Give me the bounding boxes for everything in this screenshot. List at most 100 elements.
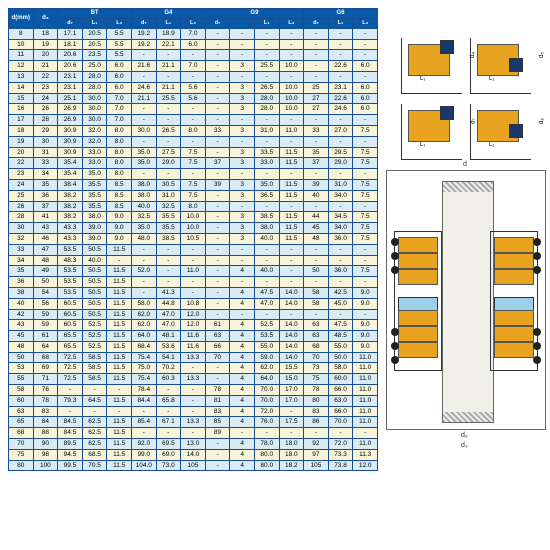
cell: 105: [181, 460, 206, 471]
cell: 35: [9, 266, 34, 277]
cell: -: [254, 71, 279, 82]
cell: 80: [304, 395, 329, 406]
cell: -: [353, 277, 378, 288]
cell: -: [205, 201, 230, 212]
cell: 53.5: [58, 266, 83, 277]
cell: -: [279, 115, 304, 126]
cell: 35.0: [82, 169, 107, 180]
cell: 50.5: [82, 309, 107, 320]
cell: 41.3: [156, 287, 181, 298]
cell: 3: [230, 82, 255, 93]
cell: -: [279, 255, 304, 266]
cell: 85.4: [131, 417, 156, 428]
cell: 35.4: [58, 158, 83, 169]
cell: -: [131, 136, 156, 147]
cell: -: [254, 136, 279, 147]
cell: 30.9: [58, 136, 83, 147]
table-row: 182930.932.08.030.026.58.033331.011.0332…: [9, 125, 378, 136]
cell: 9.0: [353, 341, 378, 352]
cell: 50.5: [82, 266, 107, 277]
cell: 7.5: [181, 190, 206, 201]
cell: -: [279, 71, 304, 82]
cell: 43.3: [58, 233, 83, 244]
cell: -: [156, 244, 181, 255]
cell: 21.1: [156, 82, 181, 93]
cell: 33.0: [82, 158, 107, 169]
sub-col: L₃: [353, 19, 378, 29]
cell: -: [205, 460, 230, 471]
cell: -: [205, 363, 230, 374]
cell: 75.4: [131, 374, 156, 385]
cell: 15: [9, 93, 34, 104]
cell: 47: [33, 244, 58, 255]
cell: -: [230, 115, 255, 126]
cell: 11.5: [107, 266, 132, 277]
cell: 55.0: [254, 341, 279, 352]
cell: -: [156, 115, 181, 126]
table-row: 486465.552.511.568.453.611.666455.014.06…: [9, 341, 378, 352]
cell: 26: [9, 201, 34, 212]
cell: 11.0: [353, 395, 378, 406]
cell: 52.5: [254, 320, 279, 331]
cell: 68: [9, 428, 34, 439]
cell: 6.0: [353, 82, 378, 93]
cell: -: [254, 169, 279, 180]
cell: 12.0: [353, 460, 378, 471]
cell: 20: [9, 147, 34, 158]
cell: 38.5: [254, 212, 279, 223]
cell: 23.1: [58, 82, 83, 93]
cell: 99.5: [58, 460, 83, 471]
cell: 3: [230, 233, 255, 244]
cell: 7.5: [353, 158, 378, 169]
cell: -: [205, 212, 230, 223]
cell: -: [304, 309, 329, 320]
cell: 3: [230, 190, 255, 201]
cell: 13.3: [181, 417, 206, 428]
cell: 11.0: [353, 439, 378, 450]
cell: 11.5: [279, 233, 304, 244]
cell: 11.0: [353, 352, 378, 363]
cell: 17.5: [279, 417, 304, 428]
cell: -: [205, 439, 230, 450]
cell: 34.5: [328, 212, 353, 223]
cell: 73.0: [156, 460, 181, 471]
cell: 22: [33, 71, 58, 82]
dimension-table-container: d(mm) d₃ BT G4 G9 G6 d₇L₁L₃d₇L₁L₃d₇L₁L₃d…: [8, 8, 378, 542]
cell: 84: [33, 417, 58, 428]
cell: 33.0: [82, 147, 107, 158]
cell: 16: [9, 104, 34, 115]
cell: 78: [304, 385, 329, 396]
cell: 39.0: [82, 233, 107, 244]
cell: -: [131, 115, 156, 126]
cell: 50.0: [328, 352, 353, 363]
cell: 22.1: [156, 39, 181, 50]
cell: -: [107, 406, 132, 417]
group-g6: G6: [304, 9, 378, 19]
cell: 88: [33, 428, 58, 439]
cell: 65.5: [58, 341, 83, 352]
cell: -: [131, 277, 156, 288]
cell: -: [156, 71, 181, 82]
cell: 53.5: [58, 277, 83, 288]
cell: 4: [230, 417, 255, 428]
cell: 80: [9, 460, 34, 471]
cell: 43: [33, 223, 58, 234]
cell: 11.0: [181, 266, 206, 277]
cell: 92: [304, 439, 329, 450]
dimension-table: d(mm) d₃ BT G4 G9 G6 d₇L₁L₃d₇L₁L₃d₇L₁L₃d…: [8, 8, 378, 471]
cell: 48: [33, 255, 58, 266]
cell: 11.6: [181, 331, 206, 342]
cell: 80.0: [254, 460, 279, 471]
cell: 10.0: [181, 212, 206, 223]
cell: 50.5: [82, 277, 107, 288]
cell: -: [205, 190, 230, 201]
cell: -: [131, 71, 156, 82]
cell: 27.5: [156, 147, 181, 158]
cell: 32: [9, 233, 34, 244]
cell: 37: [304, 158, 329, 169]
cell: 47.0: [156, 320, 181, 331]
cell: 5.5: [107, 50, 132, 61]
cell: 30: [9, 223, 34, 234]
cell: 72.5: [58, 374, 83, 385]
table-row: 8010099.570.511.5104.073.0105-480.018.21…: [9, 460, 378, 471]
